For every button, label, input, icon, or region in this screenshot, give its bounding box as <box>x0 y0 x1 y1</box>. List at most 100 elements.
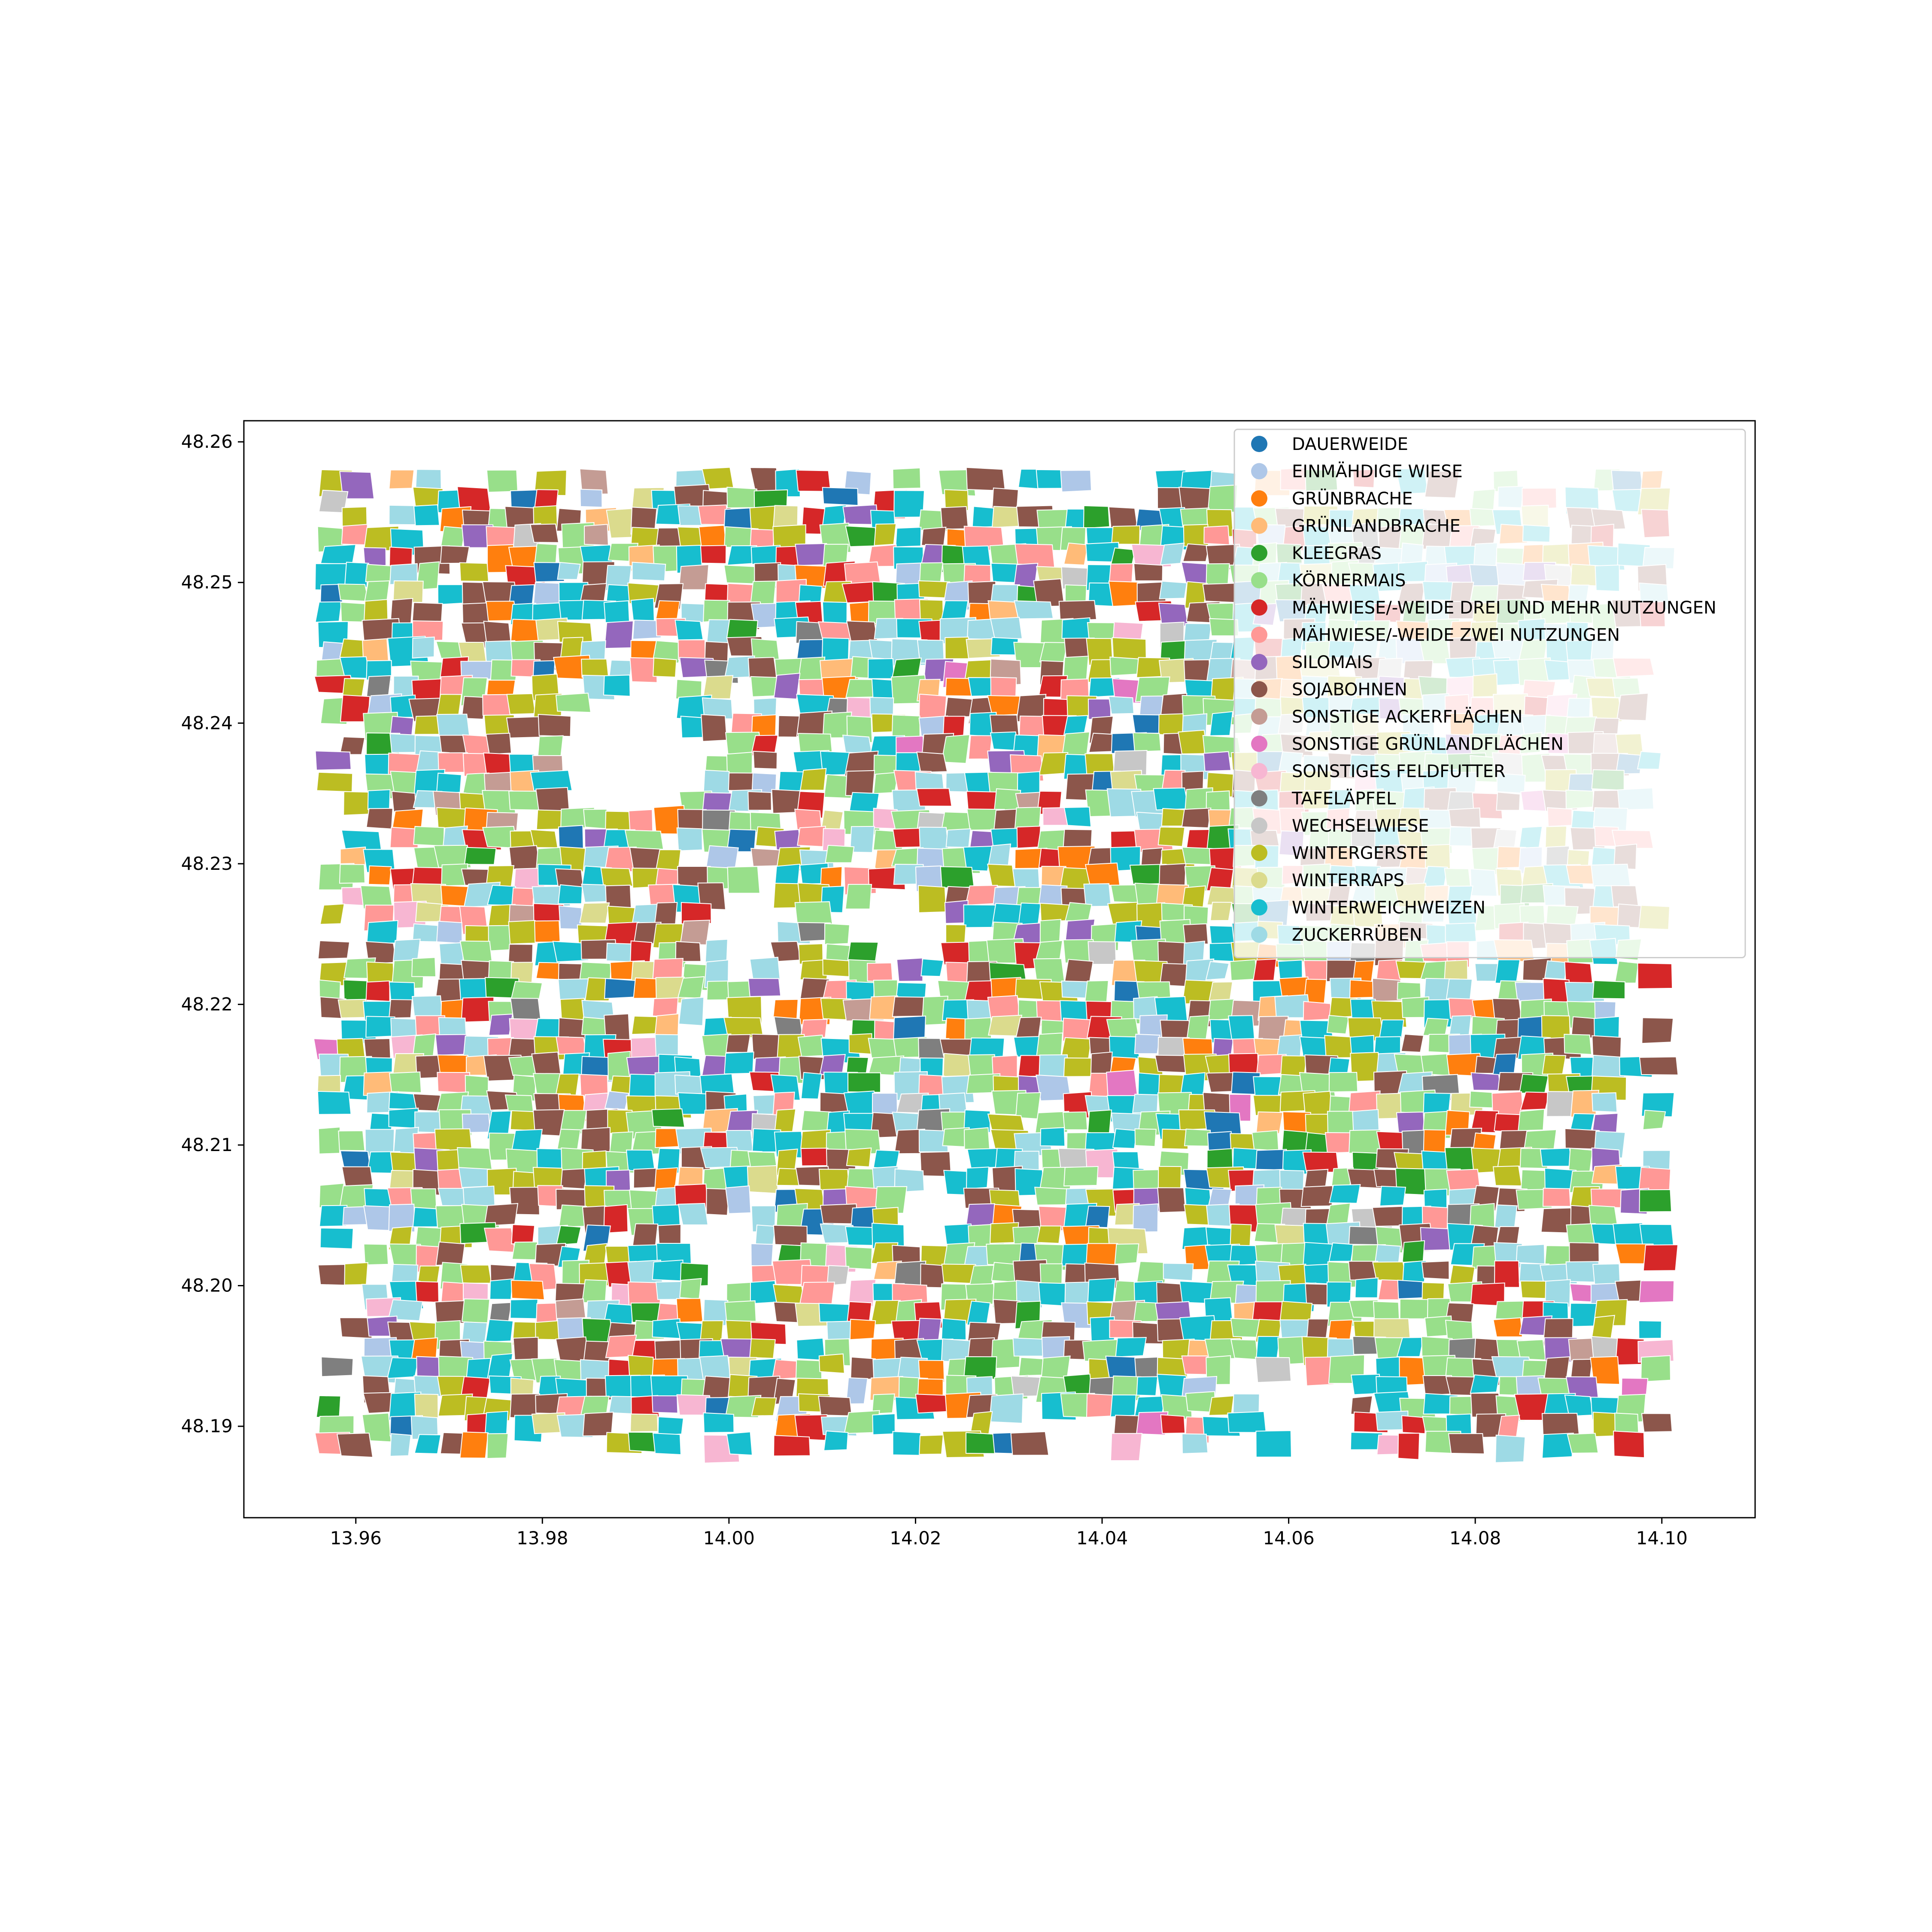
legend-entry-label: KLEEGRAS <box>1292 544 1382 563</box>
field-parcel <box>1227 1411 1267 1433</box>
field-parcel <box>436 714 470 738</box>
field-parcel <box>1111 525 1140 545</box>
field-parcel <box>1421 1261 1450 1280</box>
field-parcel <box>895 526 922 547</box>
field-parcel <box>415 902 442 922</box>
legend-marker <box>1251 517 1267 534</box>
field-parcel <box>818 1353 845 1374</box>
field-parcel <box>747 791 772 811</box>
field-parcel <box>558 884 583 904</box>
field-parcel <box>1568 1148 1593 1173</box>
legend-entry-label: EINMÄHDIGE WIESE <box>1292 461 1463 482</box>
field-parcel <box>1348 1226 1379 1245</box>
field-parcel <box>678 564 709 590</box>
field-parcel <box>461 1298 490 1324</box>
legend-entry-label: SONSTIGE ACKERFLÄCHEN <box>1292 706 1522 727</box>
field-parcel <box>486 1433 509 1459</box>
field-parcel <box>340 846 366 867</box>
field-parcel <box>1058 600 1097 622</box>
legend-entry-label: SOJABOHNEN <box>1292 680 1407 700</box>
field-parcel <box>753 750 778 770</box>
field-parcel <box>411 957 437 978</box>
field-parcel <box>916 788 952 807</box>
field-parcel <box>483 1227 516 1253</box>
legend-entry-label: WINTERWEICHWEIZEN <box>1292 898 1485 918</box>
field-parcel <box>1255 1357 1292 1383</box>
field-parcel <box>1040 1127 1066 1147</box>
field-parcel <box>966 1166 990 1190</box>
field-parcel <box>990 617 1023 640</box>
field-parcel <box>818 1395 853 1416</box>
field-parcel <box>1518 1109 1545 1131</box>
field-parcel <box>917 885 947 913</box>
field-parcel <box>652 640 683 664</box>
field-parcel <box>822 487 859 506</box>
y-axis: 48.19 48.20 48.21 48.22 48.23 48.24 48.25 48.26 <box>181 431 244 1437</box>
legend-entry-label: WINTERGERSTE <box>1292 844 1428 863</box>
field-parcel <box>1160 542 1185 565</box>
field-parcel <box>1182 1037 1213 1057</box>
field-parcel <box>1639 1056 1679 1075</box>
field-parcel <box>583 524 609 546</box>
field-parcel <box>700 545 727 564</box>
field-parcel <box>1495 959 1521 984</box>
field-parcel <box>1542 1188 1571 1207</box>
field-parcel <box>725 1185 751 1214</box>
field-parcel <box>510 1280 545 1300</box>
field-parcel <box>1399 1298 1433 1319</box>
field-parcel <box>1591 1092 1618 1113</box>
field-parcel <box>1402 1240 1425 1263</box>
field-parcel <box>1355 1277 1379 1298</box>
field-parcel <box>1133 732 1162 753</box>
field-parcel <box>1207 484 1238 513</box>
field-parcel <box>965 1432 999 1454</box>
field-parcel <box>1015 1092 1042 1120</box>
field-parcel <box>1470 1072 1501 1091</box>
field-parcel <box>1010 1431 1049 1456</box>
field-parcel <box>413 826 445 847</box>
field-parcel <box>891 714 920 737</box>
field-parcel <box>530 523 559 543</box>
field-parcel <box>749 1338 776 1359</box>
field-parcel <box>680 716 704 738</box>
field-parcel <box>725 1034 751 1053</box>
field-parcel <box>1064 959 1094 984</box>
field-parcel <box>460 1264 492 1284</box>
field-parcel <box>1379 1185 1406 1206</box>
field-parcel <box>1209 711 1233 736</box>
legend-entry-label: WECHSELWIESE <box>1292 816 1429 836</box>
field-parcel <box>1064 902 1093 922</box>
field-parcel <box>773 1435 811 1457</box>
field-parcel <box>920 958 944 977</box>
field-parcel <box>604 620 634 649</box>
legend-marker <box>1251 735 1267 752</box>
field-parcel <box>366 961 395 984</box>
field-parcel <box>674 620 704 641</box>
field-parcel <box>1252 958 1277 981</box>
field-parcel <box>319 1227 354 1249</box>
field-parcel <box>1061 617 1091 639</box>
field-parcel <box>915 1394 951 1414</box>
field-parcel <box>679 1278 702 1300</box>
field-parcel <box>1084 1132 1115 1152</box>
field-parcel <box>677 639 706 660</box>
field-parcel <box>1614 960 1639 984</box>
field-parcel <box>1015 1017 1042 1039</box>
field-parcel <box>751 1397 777 1416</box>
field-parcel <box>388 1107 419 1129</box>
field-parcel <box>1163 1263 1194 1281</box>
field-parcel <box>848 1279 877 1309</box>
field-parcel <box>702 1299 729 1328</box>
field-parcel <box>1084 863 1121 886</box>
field-parcel <box>1545 1279 1571 1308</box>
field-parcel <box>697 882 726 910</box>
field-parcel <box>1034 1187 1070 1206</box>
field-parcel <box>1542 1054 1567 1075</box>
field-parcel <box>1228 1015 1255 1042</box>
field-parcel <box>701 714 728 742</box>
field-parcel <box>417 1265 440 1284</box>
field-parcel <box>1086 1243 1118 1265</box>
field-parcel <box>1448 1433 1485 1455</box>
field-parcel <box>1134 1033 1160 1054</box>
legend-entry-label: SILOMAIS <box>1292 653 1373 672</box>
